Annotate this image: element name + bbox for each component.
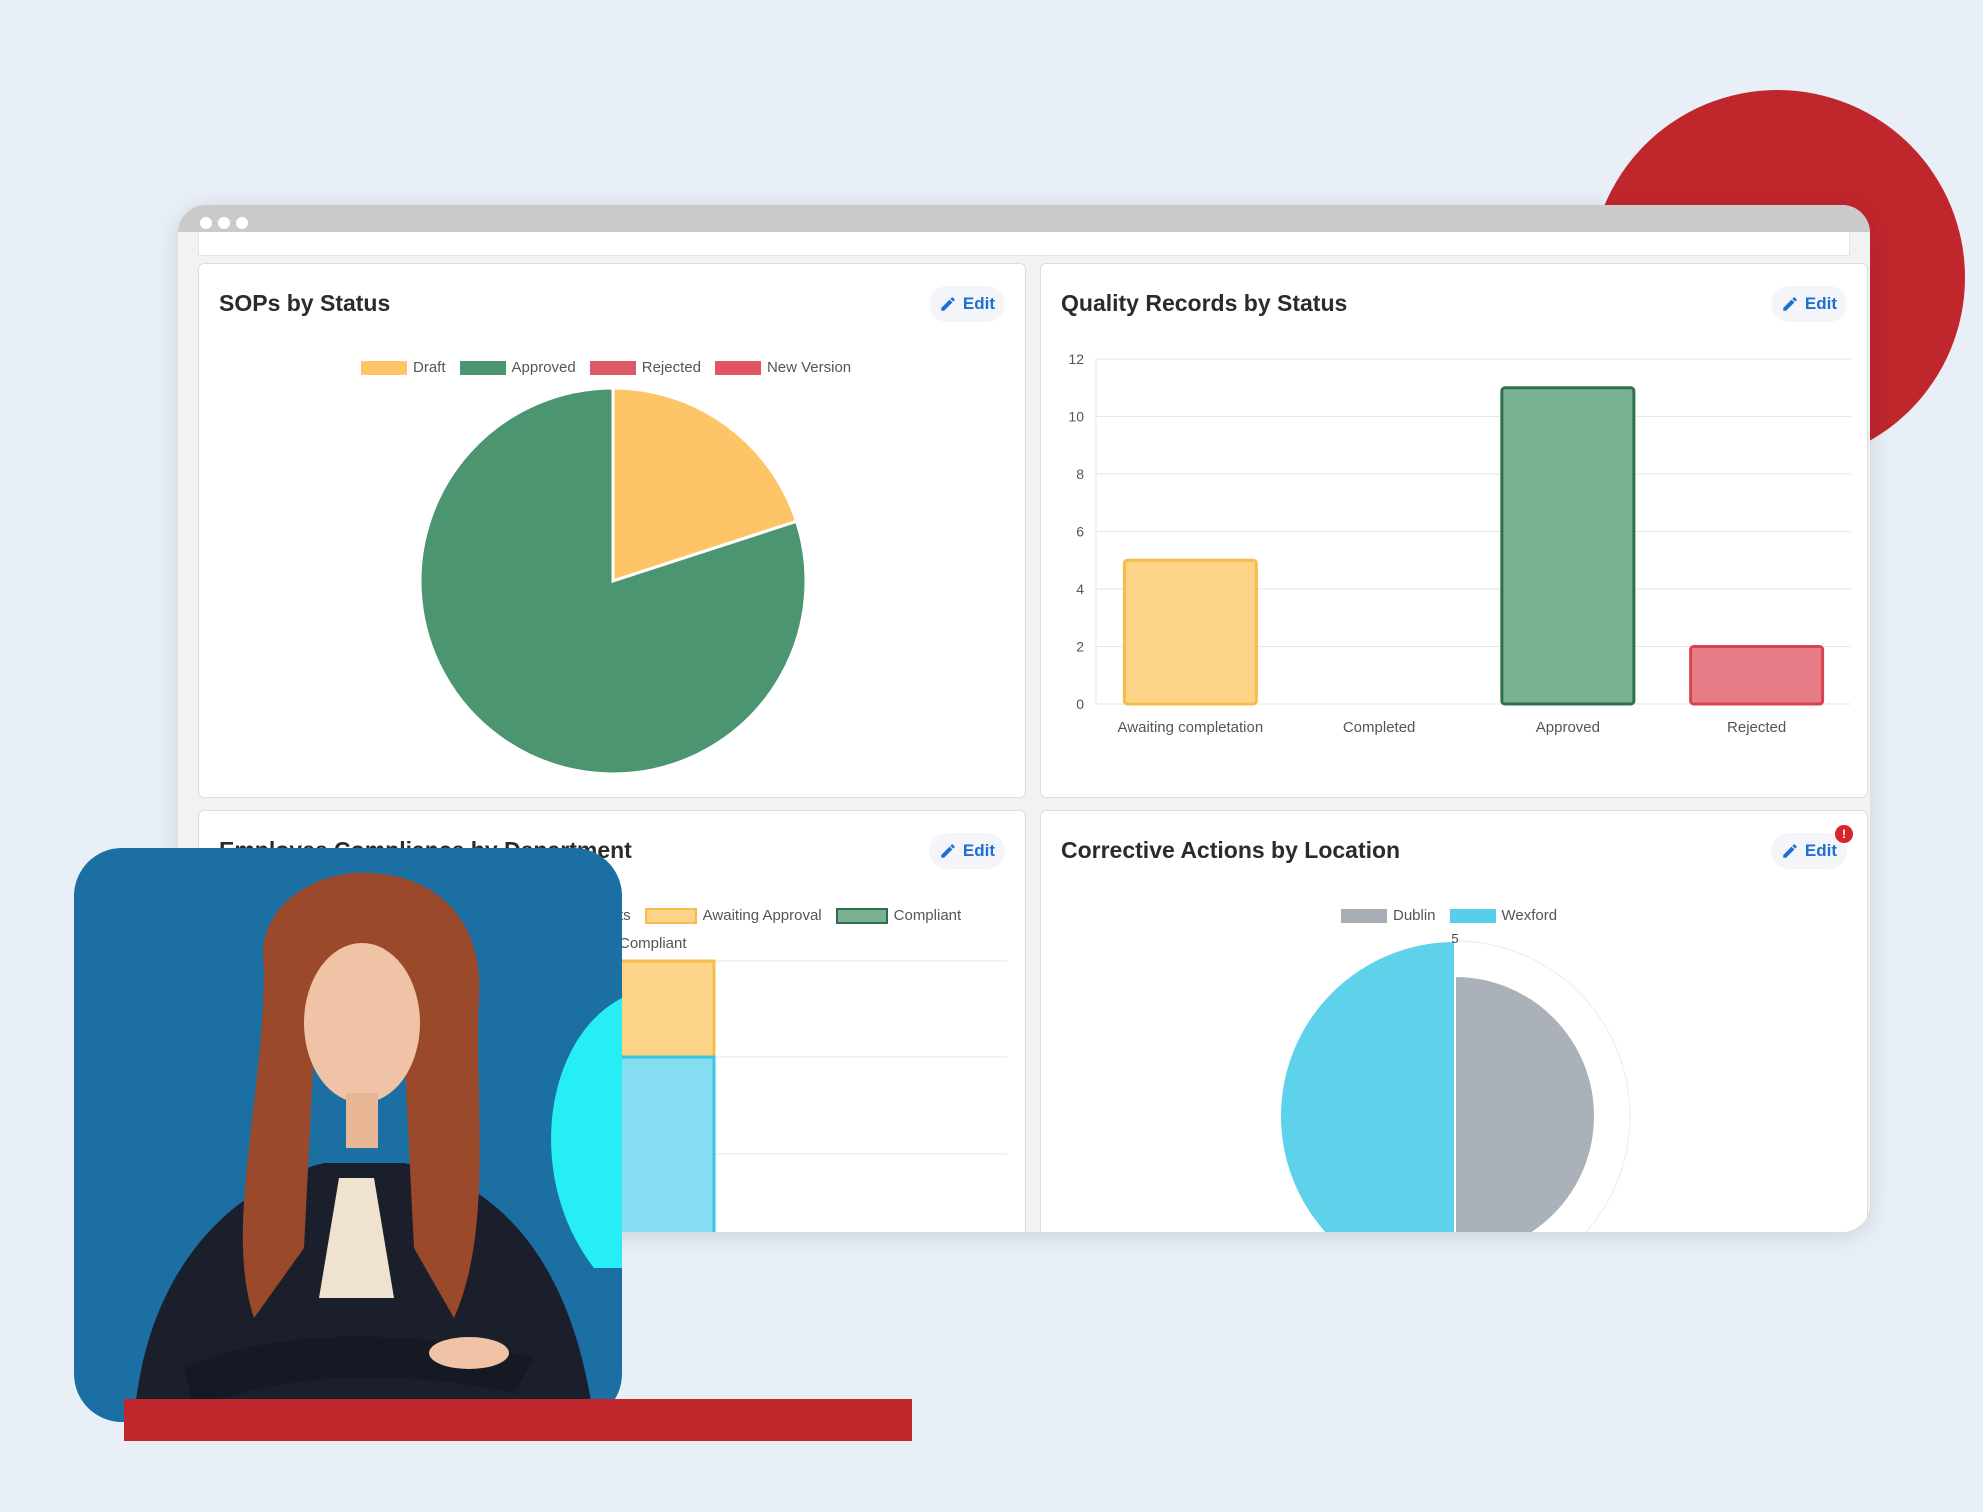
chart-legend: ts Awaiting Approval Compliant [619,907,967,924]
person-illustration [134,872,622,1422]
polar-slice-dublin[interactable] [1454,974,1596,1232]
legend-item-compliant[interactable]: Compliant [835,907,961,924]
bar-rejected[interactable] [1689,645,1825,706]
window-dot-icon [218,217,230,229]
radial-tick-label: 5 [1451,931,1458,946]
x-tick-label: Awaiting completation [1118,719,1264,736]
polar-slice-wexford[interactable] [1279,939,1456,1232]
bar-approved[interactable] [1500,386,1636,706]
corrective-polar-chart: 5 [1279,931,1631,1232]
legend-item-approved[interactable]: Approved [459,359,576,376]
chart-legend-row-2: Compliant [619,935,693,952]
pie-slice-draft[interactable] [611,386,799,584]
bar-segment-compliant[interactable] [607,1055,716,1232]
quality-bar-chart: 0 2 4 6 8 10 12 Awaiting completation Completed A… [1068,351,1851,736]
decorative-red-bar [124,1399,912,1441]
legend-item-wexford[interactable]: Wexford [1449,907,1557,924]
legend-item-partial[interactable]: ts [619,907,631,924]
x-tick-label: Approved [1536,719,1600,736]
y-tick-label: 2 [1076,639,1084,655]
chart-legend: Dublin Wexford [1341,907,1563,924]
y-tick-label: 4 [1076,581,1084,597]
compliance-bar-chart [607,959,1007,1232]
cyan-shape [551,998,622,1268]
window-dot-icon [200,217,212,229]
legend-item-draft[interactable]: Draft [361,359,446,376]
edit-label: Edit [1804,841,1837,860]
legend-swatch [459,360,506,375]
edit-button[interactable]: Edit [1770,286,1847,322]
window-dot-icon [236,217,248,229]
y-tick-label: 10 [1068,409,1084,425]
pencil-icon [1783,844,1797,858]
pie-slice-approved[interactable] [418,386,808,776]
edit-button[interactable]: Edit ! [1770,825,1853,869]
y-tick-label: 0 [1076,696,1084,712]
bar-segment-awaiting-approval[interactable] [607,959,716,1059]
bar-awaiting-completation[interactable] [1122,558,1258,706]
panel-corrective-actions: Corrective Actions by Location Edit ! Du… [1040,810,1868,1232]
panel-quality-records: Quality Records by Status Edit 0 2 4 6 8 10 12… [1040,263,1868,798]
edit-button[interactable]: Edit [928,286,1005,322]
legend-item-dublin[interactable]: Dublin [1341,907,1436,924]
legend-swatch [714,360,761,375]
legend-swatch [644,907,697,924]
legend-swatch [1341,908,1387,923]
person-photo [74,848,622,1422]
legend-item-rejected[interactable]: Rejected [589,359,701,376]
chart-legend: Draft Approved Rejected New Version [361,359,857,376]
panel-title: Corrective Actions by Location [1061,837,1401,863]
x-tick-label: Completed [1343,719,1416,736]
person-top [319,1178,394,1298]
person-neck [346,1093,378,1148]
edit-label: Edit [962,294,995,313]
legend-item-awaiting-approval[interactable]: Awaiting Approval [644,907,822,924]
edit-button[interactable]: Edit [928,833,1005,869]
browser-titlebar [178,205,1870,232]
y-tick-label: 12 [1068,351,1084,367]
legend-item-non-compliant[interactable]: Compliant [619,935,687,952]
legend-swatch [835,907,888,924]
y-tick-label: 8 [1076,466,1084,482]
sops-pie-chart [418,386,808,776]
pencil-icon [1783,297,1797,311]
legend-swatch [361,360,407,375]
person-hair [242,872,480,1318]
panel-sops-by-status: SOPs by Status Edit Draft Approved Rejec… [198,263,1026,798]
legend-swatch [1449,908,1496,923]
panel-title: SOPs by Status [219,290,391,316]
legend-swatch [589,360,636,375]
person-hand [429,1337,509,1369]
pencil-icon [941,844,955,858]
x-tick-label: Rejected [1727,719,1786,736]
panel-title: Quality Records by Status [1061,290,1348,316]
y-tick-label: 6 [1076,524,1084,540]
person-face [304,943,420,1103]
top-strip [198,232,1850,256]
edit-label: Edit [962,841,995,860]
pencil-icon [941,297,955,311]
notification-badge: ! [1835,825,1853,843]
legend-item-new-version[interactable]: New Version [714,359,851,376]
edit-label: Edit [1804,294,1837,313]
